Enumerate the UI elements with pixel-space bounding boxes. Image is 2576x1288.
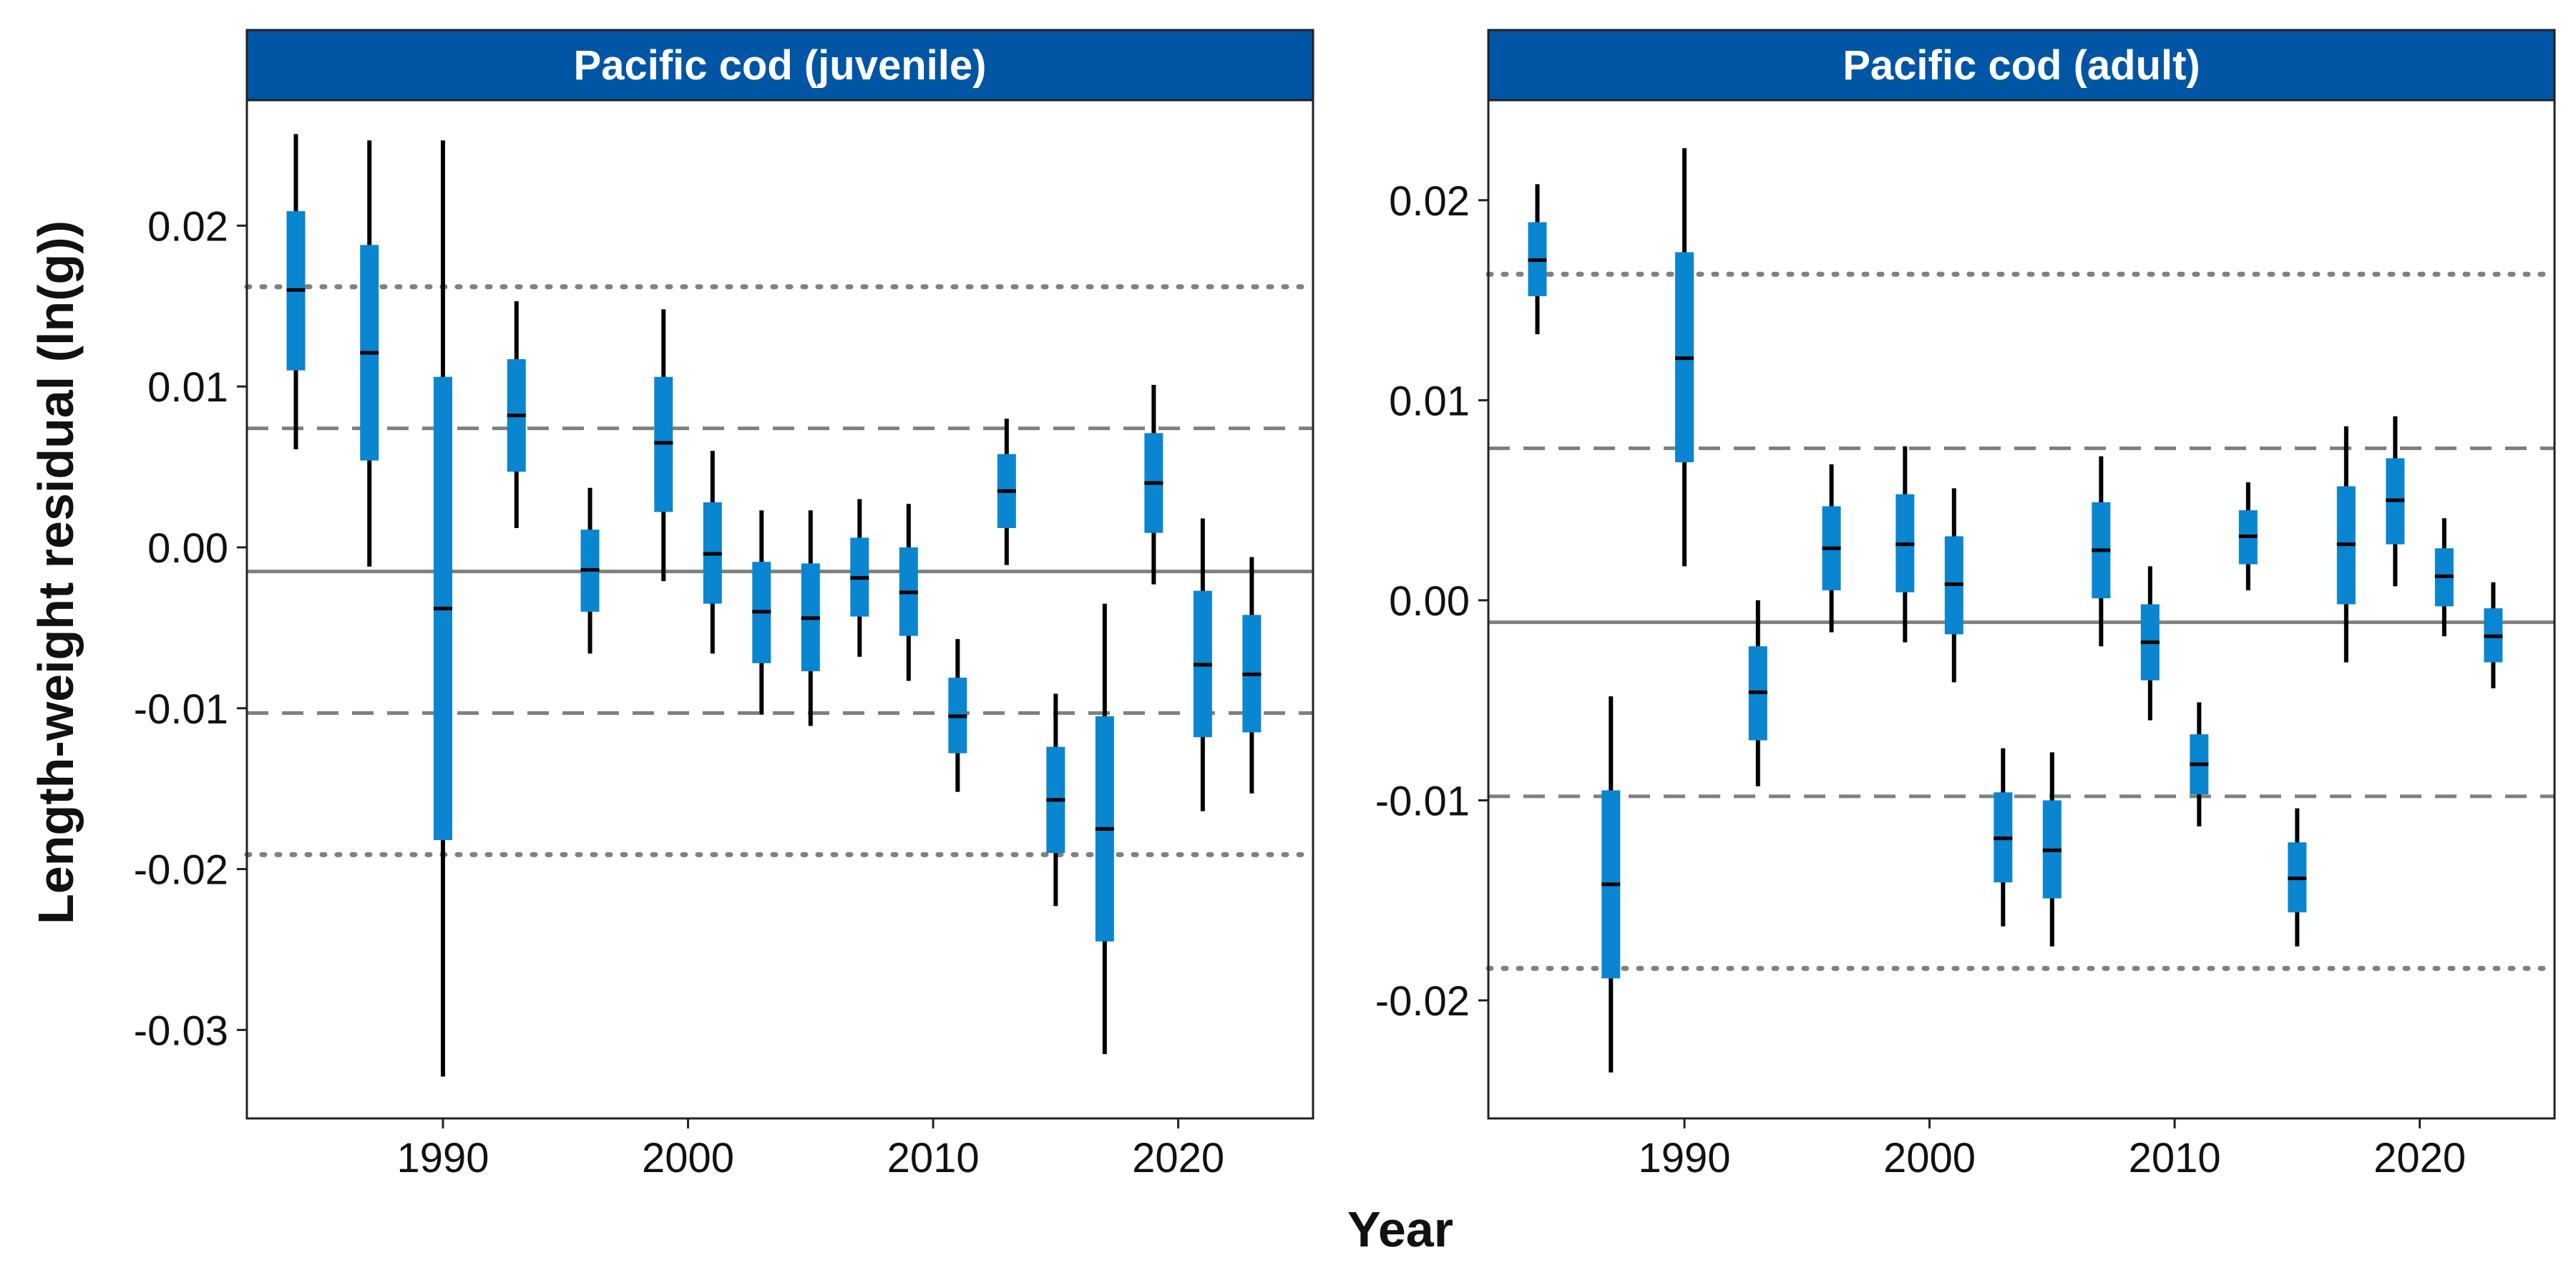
- y-tick-label-adult-4: 0.02: [1389, 178, 1470, 225]
- box-adult-2011: [2190, 702, 2209, 826]
- panel-adult: Pacific cod (adult) -0.02 -0.01 0.00 0.01 0.…: [1375, 29, 2557, 1181]
- strip-adult: [1487, 29, 2556, 102]
- panel-juvenile: Pacific cod (juvenile) -0.03 -0.02 -0.01 0.…: [134, 29, 1316, 1181]
- box-adult-1990: [1675, 148, 1694, 567]
- x-tick-label-juvenile-2: 2010: [887, 1135, 980, 1181]
- box-adult-1996: [1822, 464, 1841, 633]
- box-juvenile-2019: [1144, 384, 1163, 585]
- box-adult-1984: [1528, 184, 1547, 335]
- box-juvenile-1990: [434, 140, 453, 1077]
- x-tick-label-adult-3: 2020: [2373, 1135, 2466, 1181]
- box-juvenile-1984: [286, 134, 306, 449]
- box-adult-2007: [2092, 456, 2111, 647]
- strip-title-adult: Pacific cod (adult): [1843, 42, 2200, 89]
- x-tick-label-adult-1: 2000: [1883, 1135, 1976, 1181]
- box-juvenile-2023: [1242, 557, 1262, 794]
- box-juvenile-2011: [948, 639, 967, 792]
- box-adult-2003: [1994, 748, 2013, 927]
- box-juvenile-2009: [899, 504, 918, 681]
- box-juvenile-2017: [1095, 603, 1114, 1055]
- box-adult-2009: [2140, 566, 2160, 721]
- x-tick-label-juvenile-0: 1990: [397, 1135, 489, 1181]
- box-adult-1993: [1748, 600, 1767, 786]
- panel-frame-juvenile: [245, 99, 1314, 1120]
- y-tick-label-juvenile-2: -0.01: [134, 686, 228, 733]
- box-adult-2023: [2484, 582, 2503, 688]
- y-axis-title: Length-weight residual (ln(g)): [28, 220, 84, 924]
- box-adult-2015: [2288, 808, 2307, 947]
- box-adult-2017: [2336, 426, 2356, 663]
- box-juvenile-1993: [507, 301, 526, 528]
- box-adult-2001: [1944, 488, 1963, 683]
- box-juvenile-2013: [997, 419, 1016, 565]
- box-juvenile-2007: [850, 499, 869, 657]
- box-juvenile-1996: [580, 487, 600, 654]
- box-juvenile-2003: [752, 510, 771, 715]
- panel-frame-adult: [1487, 99, 2556, 1120]
- strip-juvenile: [245, 29, 1314, 102]
- box-juvenile-2001: [703, 451, 722, 654]
- y-tick-label-juvenile-0: -0.03: [134, 1008, 228, 1054]
- x-tick-label-juvenile-1: 2000: [642, 1135, 734, 1181]
- y-tick-label-adult-1: -0.01: [1375, 778, 1470, 824]
- x-axis-title: Year: [1347, 1201, 1453, 1257]
- box-juvenile-2021: [1193, 518, 1212, 811]
- box-juvenile-2005: [801, 510, 820, 726]
- y-tick-label-adult-2: 0.00: [1389, 578, 1470, 625]
- box-juvenile-1987: [360, 140, 379, 567]
- box-juvenile-2015: [1046, 693, 1065, 907]
- box-juvenile-1999: [654, 309, 673, 582]
- strip-title-juvenile: Pacific cod (juvenile): [574, 42, 987, 89]
- box-adult-2005: [2042, 752, 2062, 947]
- x-tick-label-juvenile-3: 2020: [1132, 1135, 1224, 1181]
- y-tick-label-adult-3: 0.01: [1389, 378, 1470, 424]
- box-adult-1999: [1896, 446, 1915, 643]
- y-tick-label-juvenile-4: 0.01: [147, 364, 228, 411]
- box-adult-2019: [2386, 416, 2405, 587]
- y-tick-label-adult-0: -0.02: [1375, 978, 1470, 1025]
- box-adult-1987: [1601, 696, 1621, 1073]
- box-adult-2013: [2238, 482, 2258, 590]
- x-tick-label-adult-0: 1990: [1639, 1135, 1731, 1181]
- x-tick-label-adult-2: 2010: [2129, 1135, 2221, 1181]
- box-adult-2021: [2434, 518, 2454, 637]
- y-tick-label-juvenile-1: -0.02: [134, 847, 228, 894]
- y-tick-label-juvenile-3: 0.00: [147, 525, 228, 572]
- y-tick-label-juvenile-5: 0.02: [147, 203, 228, 250]
